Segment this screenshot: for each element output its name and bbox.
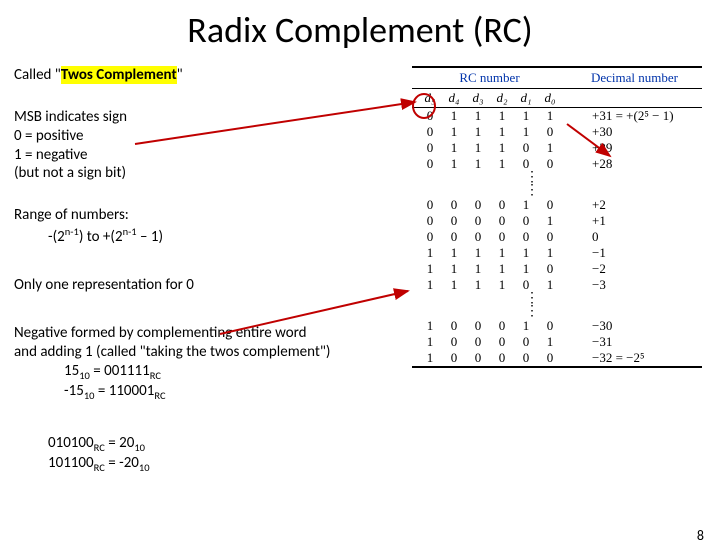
- one-rep-line: Only one representation for 0: [14, 276, 194, 295]
- bit-header: d₅: [418, 90, 442, 106]
- table-header: RC number Decimal number: [412, 66, 702, 89]
- neg-line2: and adding 1 (called "taking the twos co…: [14, 343, 330, 362]
- msb-line1: MSB indicates sign: [14, 108, 127, 127]
- msb-line2: 0 = positive: [14, 127, 127, 146]
- msb-line4: (but not a sign bit): [14, 164, 127, 183]
- table-row: 000010+2: [412, 197, 702, 213]
- example-20: 010100RC = 2010: [48, 434, 150, 454]
- msb-line3: 1 = negative: [14, 146, 127, 165]
- example-neg15: -1510 = 110001RC: [14, 382, 330, 402]
- arrow-msb: [135, 102, 415, 144]
- range-label: Range of numbers:: [14, 206, 163, 225]
- bits-header: d₅d₄d₃d₂d₁d₀: [412, 89, 702, 108]
- table-row: 100000−32 = −2⁵: [412, 350, 702, 366]
- rc-table: RC number Decimal number d₅d₄d₃d₂d₁d₀ 01…: [412, 66, 702, 368]
- page-title: Radix Complement (RC): [0, 8, 720, 52]
- example-block-2: 010100RC = 2010 101100RC = -2010: [48, 434, 150, 474]
- table-row: 011111+31 = +(2⁵ − 1): [412, 108, 702, 124]
- range-block: Range of numbers: -(2n-1) to +(2n-1 – 1): [14, 206, 163, 247]
- called-line: Called "Twos Complement": [14, 66, 183, 85]
- neg-line1: Negative formed by complementing entire …: [14, 324, 330, 343]
- table-row: 100001−31: [412, 334, 702, 350]
- bit-header: d₁: [514, 90, 538, 106]
- example-neg20: 101100RC = -2010: [48, 454, 150, 474]
- table-row: 100010−30: [412, 318, 702, 334]
- th-rc: RC number: [412, 68, 567, 88]
- twos-complement-highlight: Twos Complement: [61, 66, 177, 84]
- vdots-2: ⋮ ⋮: [412, 293, 702, 318]
- example-15: 1510 = 001111RC: [14, 362, 330, 382]
- table-row: 011110+30: [412, 124, 702, 140]
- bit-header: d₀: [538, 90, 562, 106]
- bit-header: d₄: [442, 90, 466, 106]
- page-number: 8: [697, 527, 704, 544]
- table-row: 111111−1: [412, 245, 702, 261]
- bit-header: d₃: [466, 90, 490, 106]
- th-dec: Decimal number: [567, 68, 702, 88]
- table-row: 000001+1: [412, 213, 702, 229]
- table-row: 011101+29: [412, 140, 702, 156]
- vdots-1: ⋮ ⋮: [412, 172, 702, 197]
- negative-block: Negative formed by complementing entire …: [14, 324, 330, 402]
- table-row: 111110−2: [412, 261, 702, 277]
- msb-block: MSB indicates sign 0 = positive 1 = nega…: [14, 108, 127, 183]
- bit-header: d₂: [490, 90, 514, 106]
- called-suffix: ": [177, 66, 183, 84]
- table-row: 0000000: [412, 229, 702, 245]
- content-area: Called "Twos Complement" MSB indicates s…: [0, 66, 720, 526]
- called-prefix: Called ": [14, 66, 61, 84]
- range-value: -(2n-1) to +(2n-1 – 1): [14, 225, 163, 247]
